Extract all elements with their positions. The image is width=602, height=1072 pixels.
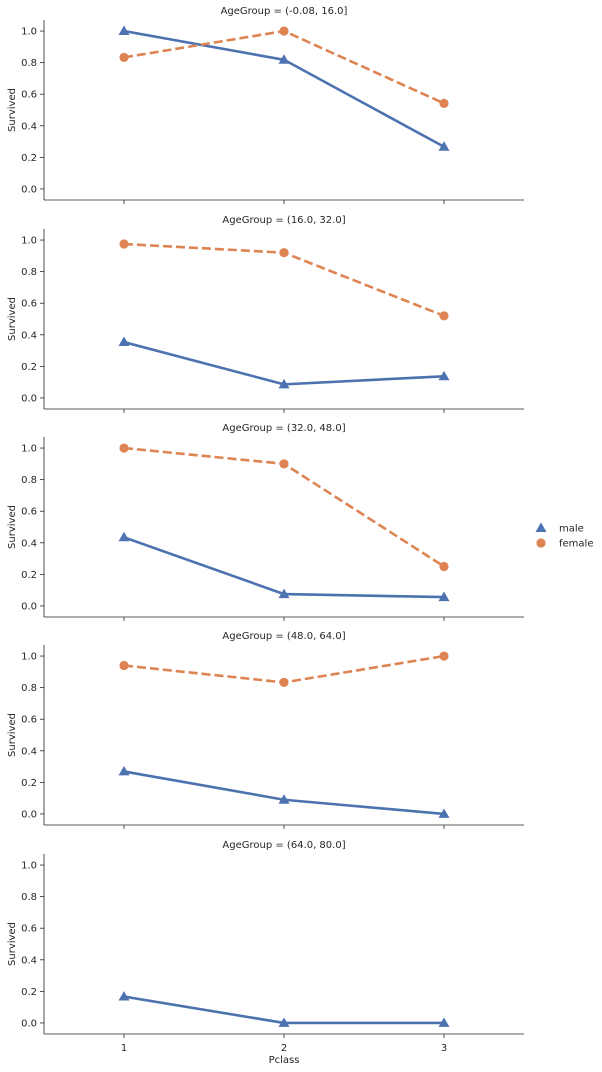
y-axis-label: Survived [7,505,18,549]
y-tick-label: 0.6 [21,715,37,726]
data-point-female [439,98,449,108]
y-tick-label: 0.4 [21,746,37,757]
data-point-female [439,561,449,572]
y-tick-label: 0.6 [21,299,37,310]
legend-label-female: female [559,539,593,550]
panel-title: AgeGroup = (32.0, 48.0] [222,423,345,434]
y-tick-label: 0.2 [21,570,37,581]
data-point-male [118,336,130,347]
data-point-male [278,794,290,804]
y-tick-label: 0.2 [21,778,37,789]
legend-label-male: male [559,524,584,535]
data-point-female [119,660,129,671]
data-point-female [439,311,449,321]
data-point-female [119,52,129,63]
y-tick-label: 0.0 [21,1018,37,1029]
data-point-male [438,591,450,602]
data-point-male [278,1017,290,1027]
y-tick-label: 0.8 [21,475,37,486]
data-point-female [279,677,289,688]
panel-title: AgeGroup = (16.0, 32.0] [222,215,345,226]
data-point-male [118,765,130,776]
y-tick-label: 0.0 [21,393,37,404]
data-point-female [279,248,289,258]
data-point-female [279,26,289,36]
data-point-male [118,25,130,36]
x-tick-label: 2 [281,1043,287,1054]
data-point-male [438,1017,450,1027]
y-tick-label: 0.8 [21,892,37,903]
series-line-female [123,29,445,105]
series-line-male [123,770,445,816]
data-point-male [278,378,290,389]
data-point-male [438,141,450,151]
y-tick-label: 0.8 [21,683,37,694]
data-point-male [438,808,450,818]
y-tick-label: 0.0 [21,809,37,820]
x-tick-label: 1 [121,1043,127,1054]
y-tick-label: 0.4 [21,121,37,132]
data-point-female [439,651,449,661]
y-tick-label: 0.4 [21,955,37,966]
data-point-female [119,239,129,249]
data-point-female [279,459,289,469]
series-line-male [123,340,445,386]
y-tick-label: 0.8 [21,267,37,278]
y-tick-label: 1.0 [21,444,37,455]
y-tick-label: 1.0 [21,652,37,663]
y-tick-label: 1.0 [21,861,37,872]
legend-marker-female [536,538,546,548]
y-tick-label: 0.8 [21,58,37,69]
y-tick-label: 0.0 [21,184,37,195]
y-tick-label: 0.6 [21,924,37,935]
y-tick-label: 0.2 [21,987,37,998]
y-tick-label: 0.2 [21,362,37,373]
x-axis-label: Pclass [269,1055,300,1066]
panel-title: AgeGroup = (48.0, 64.0] [222,631,345,642]
y-axis-label: Survived [7,713,18,757]
y-axis-label: Survived [7,88,18,132]
y-tick-label: 1.0 [21,27,37,38]
data-point-male [438,370,450,381]
data-point-male [118,991,130,1001]
legend-marker-male [535,522,547,532]
data-point-male [118,531,130,542]
series-line-male [123,29,445,148]
data-point-female [119,443,129,453]
y-tick-label: 0.4 [21,330,37,341]
data-point-male [278,588,290,599]
panel-title: AgeGroup = (-0.08, 16.0] [221,6,348,17]
y-tick-label: 0.4 [21,538,37,549]
y-tick-label: 0.2 [21,153,37,164]
y-tick-label: 0.6 [21,90,37,101]
data-point-male [278,54,290,64]
y-tick-label: 1.0 [21,236,37,247]
y-tick-label: 0.6 [21,507,37,518]
y-axis-label: Survived [7,922,18,966]
x-tick-label: 3 [441,1043,447,1054]
series-line-male [123,536,445,599]
panel-title: AgeGroup = (64.0, 80.0] [222,840,345,851]
y-axis-label: Survived [7,297,18,341]
y-tick-label: 0.0 [21,601,37,612]
